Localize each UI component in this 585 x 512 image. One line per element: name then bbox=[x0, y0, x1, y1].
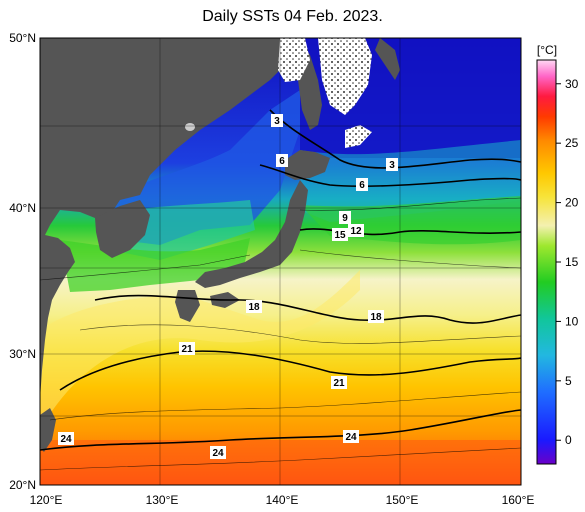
contour-label: 3 bbox=[274, 116, 280, 127]
asian-mainland bbox=[40, 38, 300, 400]
colorbar-tick-label: 25 bbox=[565, 136, 579, 150]
kuroshio-warm-tongue bbox=[40, 270, 360, 430]
lat-tick-label: 50°N bbox=[9, 31, 36, 45]
map-title: Daily SSTs 04 Feb. 2023. bbox=[202, 8, 383, 25]
contour-label: 18 bbox=[248, 302, 260, 313]
contour-24 bbox=[40, 409, 521, 451]
small-island bbox=[185, 123, 195, 131]
sea-ice-west bbox=[278, 38, 310, 82]
sea-ice-okhotsk bbox=[318, 38, 372, 115]
contour-label: 24 bbox=[60, 434, 72, 445]
lon-tick-label: 150°E bbox=[386, 493, 419, 507]
contour-label: 24 bbox=[345, 432, 357, 443]
hokkaido-island bbox=[285, 150, 330, 180]
map-frame bbox=[39, 37, 522, 486]
contour-label: 6 bbox=[279, 156, 285, 167]
sea-ice-east bbox=[345, 125, 372, 148]
colorbar-ticks: 30 25 20 15 10 5 0 bbox=[556, 77, 579, 447]
contour-18 bbox=[94, 294, 521, 324]
lon-tick-label: 140°E bbox=[266, 493, 299, 507]
contour-label: 12 bbox=[350, 226, 362, 237]
kuril-landmass bbox=[375, 38, 400, 80]
contour-label: 24 bbox=[212, 448, 224, 459]
contour-label: 18 bbox=[370, 312, 382, 323]
sst-field bbox=[40, 38, 521, 485]
graticule bbox=[40, 38, 521, 485]
colorbar-tick-label: 30 bbox=[565, 77, 579, 91]
lat-tick-label: 40°N bbox=[9, 201, 36, 215]
colorbar-unit-label: [°C] bbox=[537, 43, 557, 57]
contour-label: 15 bbox=[334, 230, 346, 241]
colorbar-tick-label: 5 bbox=[565, 374, 572, 388]
contour-label: 6 bbox=[359, 180, 365, 191]
contour-label: 21 bbox=[333, 378, 345, 389]
contour-labels: 3 6 3 6 9 12 15 18 18 21 21 24 24 24 bbox=[58, 114, 398, 459]
bold-contours bbox=[40, 109, 521, 451]
longitude-axis: 120°E 130°E 140°E 150°E 160°E bbox=[30, 493, 535, 507]
lon-tick-label: 160°E bbox=[502, 493, 535, 507]
colorbar-tick-label: 10 bbox=[565, 314, 579, 328]
lat-tick-label: 20°N bbox=[9, 478, 36, 492]
contour-label: 21 bbox=[181, 344, 193, 355]
taiwan-island bbox=[40, 408, 56, 452]
colorbar-tick-label: 15 bbox=[565, 255, 579, 269]
southern-warm-band bbox=[40, 440, 521, 485]
lon-tick-label: 130°E bbox=[146, 493, 179, 507]
contour-6 bbox=[259, 164, 521, 187]
colorbar: [°C] 30 25 20 15 10 5 0 bbox=[536, 43, 579, 465]
contour-21 bbox=[59, 350, 521, 391]
korean-peninsula bbox=[95, 200, 150, 258]
latitude-axis: 50°N 40°N 30°N 20°N bbox=[9, 31, 36, 492]
contour-label: 3 bbox=[389, 160, 395, 171]
colorbar-tick-label: 0 bbox=[565, 433, 572, 447]
lat-tick-label: 30°N bbox=[9, 347, 36, 361]
colorbar-tick-label: 20 bbox=[565, 196, 579, 210]
lon-tick-label: 120°E bbox=[30, 493, 63, 507]
colorbar-scale bbox=[536, 59, 557, 465]
contour-label: 9 bbox=[342, 213, 348, 224]
